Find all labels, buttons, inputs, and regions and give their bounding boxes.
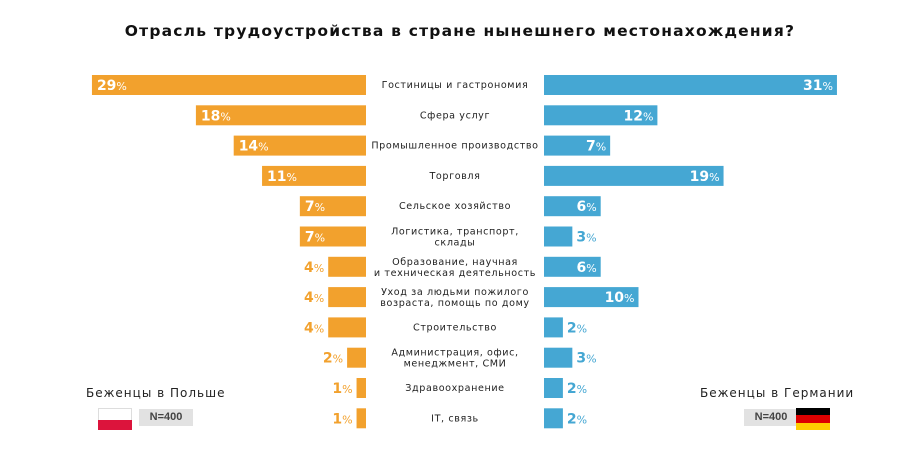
bar-germany [544,347,573,368]
value-label-germany: 12% [623,108,653,124]
bar-germany [544,317,563,338]
category-label: Здравоохранение [405,383,504,394]
value-label-germany: 2% [567,320,587,336]
category-label: Гостиницы и гастрономия [382,80,529,91]
value-label-poland: 14% [239,139,269,155]
value-label-germany: 2% [567,411,587,427]
bar-poland [233,135,366,156]
legend-label-germany: Беженцы в Германии [700,386,855,400]
value-label-poland: 1% [332,411,352,427]
legend-label-poland: Беженцы в Польше [86,386,226,400]
category-label: IT, связь [431,413,479,424]
value-label-germany: 31% [803,78,833,94]
poland-flag-icon [98,408,132,430]
value-label-poland: 11% [267,169,297,185]
value-label-poland: 7% [305,230,325,246]
category-label: Строительство [413,322,497,333]
value-label-poland: 7% [305,199,325,215]
bar-poland [299,226,366,247]
sample-size-badge-poland: N=400 [139,409,193,426]
value-label-poland: 4% [304,260,324,276]
value-label-poland: 4% [304,320,324,336]
germany-flag-icon [796,408,830,430]
value-label-germany: 7% [586,139,606,155]
value-label-germany: 10% [605,290,635,306]
value-label-germany: 3% [576,230,596,246]
bar-germany [544,256,601,277]
category-label: Уход за людьми пожилого возраста, помощь … [380,287,529,309]
category-label: Сельское хозяйство [399,201,511,212]
value-label-poland: 2% [323,351,343,367]
bar-poland [356,408,366,429]
bar-germany [544,75,837,95]
category-label: Логистика, транспорт, склады [391,227,519,249]
bar-germany [544,196,601,217]
bar-germany [544,287,639,308]
category-label: Образование, научная и техническая деятел… [374,257,536,279]
value-label-poland: 1% [332,381,352,397]
value-label-germany: 3% [576,351,596,367]
bar-poland [91,75,366,95]
value-label-germany: 19% [690,169,720,185]
value-label-germany: 2% [567,381,587,397]
bar-poland [328,317,366,338]
bar-germany [544,135,611,156]
bar-poland [356,378,366,398]
category-label: Промышленное производство [371,141,538,152]
value-label-poland: 4% [304,290,324,306]
bar-poland [262,165,366,186]
bar-germany [544,165,724,186]
bar-germany [544,105,658,126]
category-label: Торговля [428,171,480,182]
bar-germany [544,408,563,429]
value-label-germany: 6% [576,199,596,215]
category-label: Администрация, офис, менеджмент, СМИ [391,348,518,370]
value-label-germany: 6% [576,260,596,276]
sample-size-badge-germany: N=400 [744,409,798,426]
bar-poland [299,196,366,217]
bar-germany [544,226,573,247]
chart-title: Отрасль трудоустройства в стране нынешне… [124,22,796,40]
bar-poland [195,105,366,126]
value-label-poland: 29% [97,78,127,94]
value-label-poland: 18% [201,108,231,124]
bar-germany [544,378,563,398]
bar-poland [328,256,366,277]
category-label: Сфера услуг [420,110,490,121]
bar-poland [328,287,366,308]
bar-poland [347,347,366,368]
